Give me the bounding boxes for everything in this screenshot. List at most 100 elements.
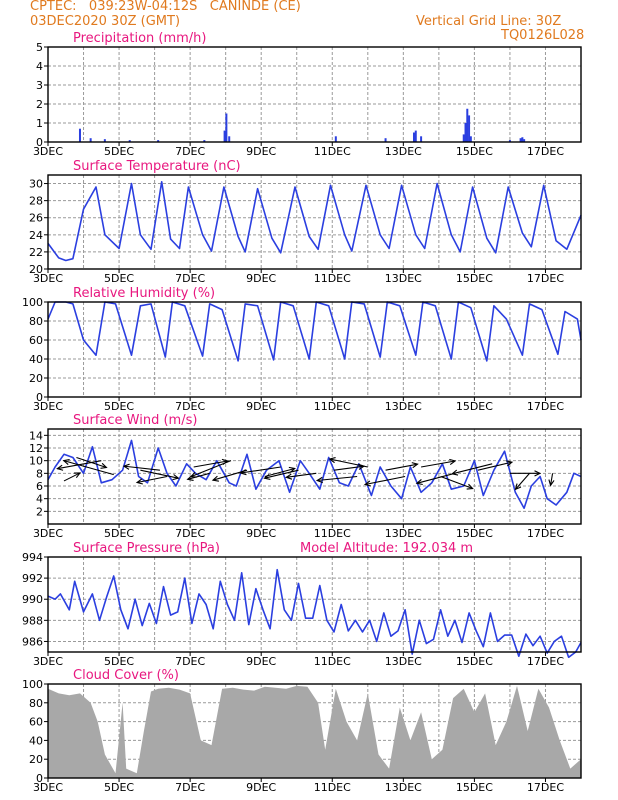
- wind-ytick-label: 2: [36, 505, 43, 518]
- precip-bar: [469, 136, 472, 142]
- wind-arrow: [63, 472, 82, 482]
- temp-ytick-label: 26: [29, 212, 43, 225]
- wind-arrow-head: [363, 480, 372, 487]
- wind-arrow: [548, 473, 555, 487]
- precip-bar: [223, 130, 226, 142]
- precip-bar: [228, 136, 231, 142]
- temp-xtick-label: 11DEC: [314, 272, 351, 285]
- temp-ytick-label: 28: [29, 195, 43, 208]
- wind-ytick-label: 8: [36, 467, 43, 480]
- cloud-area: [48, 685, 581, 778]
- wind-arrow: [239, 466, 281, 476]
- wind-arrow-head: [100, 462, 108, 469]
- rh-ytick-label: 40: [29, 353, 43, 366]
- pressure-xtick-label: 9DEC: [246, 655, 276, 668]
- pressure-xtick-label: 5DEC: [104, 655, 134, 668]
- precip-bar: [78, 128, 81, 142]
- wind-arrow-shaft: [333, 465, 365, 471]
- rh-ytick-label: 60: [29, 334, 43, 347]
- wind-arrow-head: [514, 483, 522, 491]
- precip-panel: 0 1 2 3 4 5 3DEC 5DEC 7DEC 9DEC 11DEC 13DEC 15DEC 17D…: [33, 31, 582, 158]
- wind-arrow-head: [73, 472, 82, 479]
- precip-ytick-label: 2: [36, 98, 43, 111]
- precip-title: Precipitation (mm/h): [73, 31, 206, 46]
- wind-arrow: [328, 457, 368, 468]
- station-label: CPTEC: 039:23W-04:12S CANINDE (CE): [30, 0, 301, 14]
- wind-arrow: [415, 472, 455, 486]
- pressure-xtick-label: 13DEC: [385, 655, 422, 668]
- precip-xtick-label: 15DEC: [456, 145, 493, 158]
- temp-ytick-label: 20: [29, 263, 43, 276]
- wind-arrow-head: [239, 469, 247, 476]
- wind-arrow-head: [288, 466, 296, 473]
- cloud-xtick-label: 17DEC: [527, 781, 564, 794]
- pressure-panel: 986 988 990 992 994 3DEC 5DEC 7DEC 9DEC 11DEC 13DE…: [22, 541, 582, 668]
- wind-arrow: [211, 469, 248, 482]
- rh-ytick-label: 20: [29, 372, 43, 385]
- precip-bar: [334, 136, 337, 142]
- precip-bar: [384, 138, 387, 142]
- wind-arrow-shaft: [123, 465, 160, 471]
- wind-title: Surface Wind (m/s): [73, 413, 197, 428]
- wind-arrow: [140, 469, 180, 481]
- wind-xtick-label: 7DEC: [175, 527, 205, 540]
- wind-arrow: [189, 460, 232, 478]
- precip-bar: [462, 134, 465, 142]
- pressure-ytick-label: 988: [22, 614, 43, 627]
- rh-xtick-label: 3DEC: [33, 400, 63, 413]
- pressure-ytick-label: 986: [22, 635, 43, 648]
- precip-bar: [523, 139, 526, 142]
- wind-arrow-shaft: [264, 467, 295, 478]
- precip-xtick-label: 11DEC: [314, 145, 351, 158]
- wind-arrow-head: [172, 474, 180, 481]
- wind-arrow-head: [450, 469, 459, 476]
- precip-bar: [508, 140, 511, 142]
- temp-xtick-label: 17DEC: [527, 272, 564, 285]
- precip-bar: [521, 137, 524, 142]
- precip-bar: [89, 138, 92, 142]
- wind-arrow: [122, 463, 160, 471]
- rh-xtick-label: 7DEC: [175, 400, 205, 413]
- precip-ytick-label: 1: [36, 117, 43, 130]
- precip-bar: [420, 136, 423, 142]
- wind-arrow-shaft: [193, 460, 228, 468]
- wind-arrow-shaft: [140, 469, 179, 479]
- pressure-xtick-label: 17DEC: [527, 655, 564, 668]
- wind-arrow: [440, 475, 474, 490]
- wind-arrow-head: [62, 459, 70, 465]
- date-label: 03DEC2020 30Z (GMT): [30, 14, 181, 29]
- temp-xtick-label: 15DEC: [456, 272, 493, 285]
- wind-arrow: [509, 470, 542, 477]
- wind-arrow: [315, 475, 358, 484]
- wind-arrow-head: [415, 479, 423, 486]
- cloud-ytick-label: 60: [29, 716, 43, 729]
- wind-arrow: [421, 458, 457, 468]
- pressure-series-line: [47, 568, 582, 659]
- cloud-xtick-label: 9DEC: [246, 781, 276, 794]
- wind-xtick-label: 3DEC: [33, 527, 63, 540]
- wind-xtick-label: 15DEC: [456, 527, 493, 540]
- wind-arrow: [264, 466, 296, 478]
- precip-bar: [103, 139, 106, 142]
- precip-bar: [203, 140, 206, 142]
- rh-xtick-label: 9DEC: [246, 400, 276, 413]
- wind-ytick-label: 10: [29, 455, 43, 468]
- wind-frame: [47, 428, 582, 525]
- wind-arrow-shaft: [365, 475, 406, 486]
- wind-arrow: [385, 462, 419, 471]
- wind-arrow-shaft: [421, 460, 456, 468]
- rh-title: Relative Humidity (%): [73, 286, 215, 301]
- precip-ytick-label: 5: [36, 41, 43, 54]
- wind-arrow-head: [285, 473, 293, 480]
- pressure-ytick-label: 992: [22, 572, 43, 585]
- precip-bar: [225, 113, 228, 142]
- rh-xtick-label: 11DEC: [314, 400, 351, 413]
- grid-note-label: Vertical Grid Line: 30Z: [416, 14, 562, 29]
- temp-series-line: [47, 181, 582, 262]
- wind-arrow: [263, 469, 299, 481]
- temp-panel: 20 22 24 26 28 30 3DEC 5DEC 7DEC 9DEC 11DEC 13DEC 15…: [29, 159, 582, 285]
- temp-xtick-label: 3DEC: [33, 272, 63, 285]
- wind-arrow-head: [315, 476, 323, 484]
- wind-xtick-label: 5DEC: [104, 527, 134, 540]
